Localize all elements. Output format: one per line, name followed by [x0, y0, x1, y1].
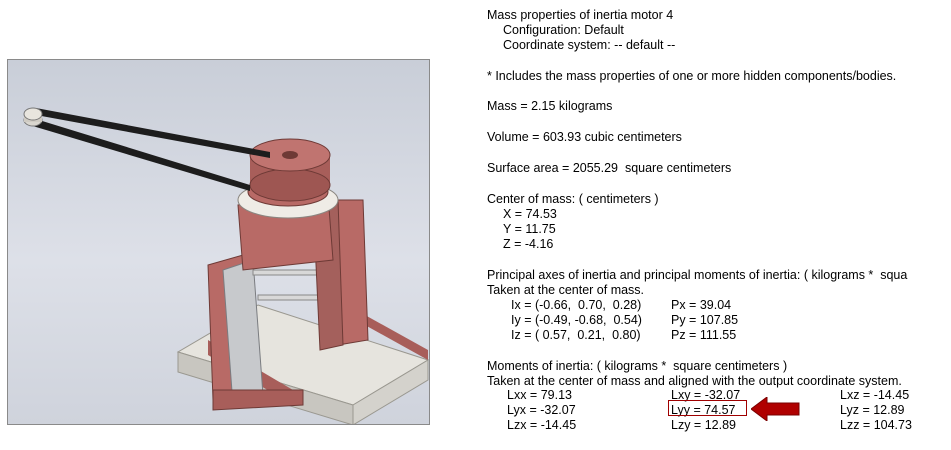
robot-arm-model-image — [23, 107, 429, 424]
moment-lxz: Lxz = -14.45 — [840, 388, 910, 402]
moment-lxy: Lxy = -32.07 — [671, 388, 741, 402]
com-x: X = 74.53 — [503, 207, 557, 221]
surface-area-line: Surface area = 2055.29 square centimeter… — [487, 161, 732, 175]
principal-axes-header: Principal axes of inertia and principal … — [487, 268, 908, 282]
model-viewport[interactable] — [7, 59, 430, 425]
left-arrow-icon — [751, 397, 800, 421]
principal-px: Px = 39.04 — [671, 298, 732, 312]
moment-lzy: Lzy = 12.89 — [671, 418, 736, 432]
moments-subheader: Taken at the center of mass and aligned … — [487, 374, 902, 388]
mass-line: Mass = 2.15 kilograms — [487, 99, 613, 113]
moments-header: Moments of inertia: ( kilograms * square… — [487, 359, 788, 373]
moment-lxx: Lxx = 79.13 — [507, 388, 572, 402]
volume-line: Volume = 603.93 cubic centimeters — [487, 130, 682, 144]
com-z: Z = -4.16 — [503, 237, 554, 251]
principal-ix: Ix = (-0.66, 0.70, 0.28) — [511, 298, 642, 312]
moment-lyy: Lyy = 74.57 — [671, 403, 736, 417]
moment-lyz: Lyz = 12.89 — [840, 403, 905, 417]
principal-iy: Iy = (-0.49, -0.68, 0.54) — [511, 313, 642, 327]
hidden-components-note: * Includes the mass properties of one or… — [487, 69, 897, 83]
principal-pz: Pz = 111.55 — [671, 328, 737, 342]
moment-lyx: Lyx = -32.07 — [507, 403, 576, 417]
principal-py: Py = 107.85 — [671, 313, 739, 327]
center-of-mass-header: Center of mass: ( centimeters ) — [487, 192, 659, 206]
mass-properties-panel: Mass properties of inertia motor 4 Confi… — [483, 6, 951, 444]
moment-lzx: Lzx = -14.45 — [507, 418, 577, 432]
lyy-highlight-box — [668, 400, 747, 416]
principal-iz: Iz = ( 0.57, 0.21, 0.80) — [511, 328, 641, 342]
moment-lzz: Lzz = 104.73 — [840, 418, 912, 432]
report-title: Mass properties of inertia motor 4 — [487, 8, 674, 22]
configuration-line: Configuration: Default — [503, 23, 624, 37]
principal-axes-subheader: Taken at the center of mass. — [487, 283, 645, 297]
com-y: Y = 11.75 — [503, 222, 556, 236]
coordinate-system-line: Coordinate system: -- default -- — [503, 38, 676, 52]
